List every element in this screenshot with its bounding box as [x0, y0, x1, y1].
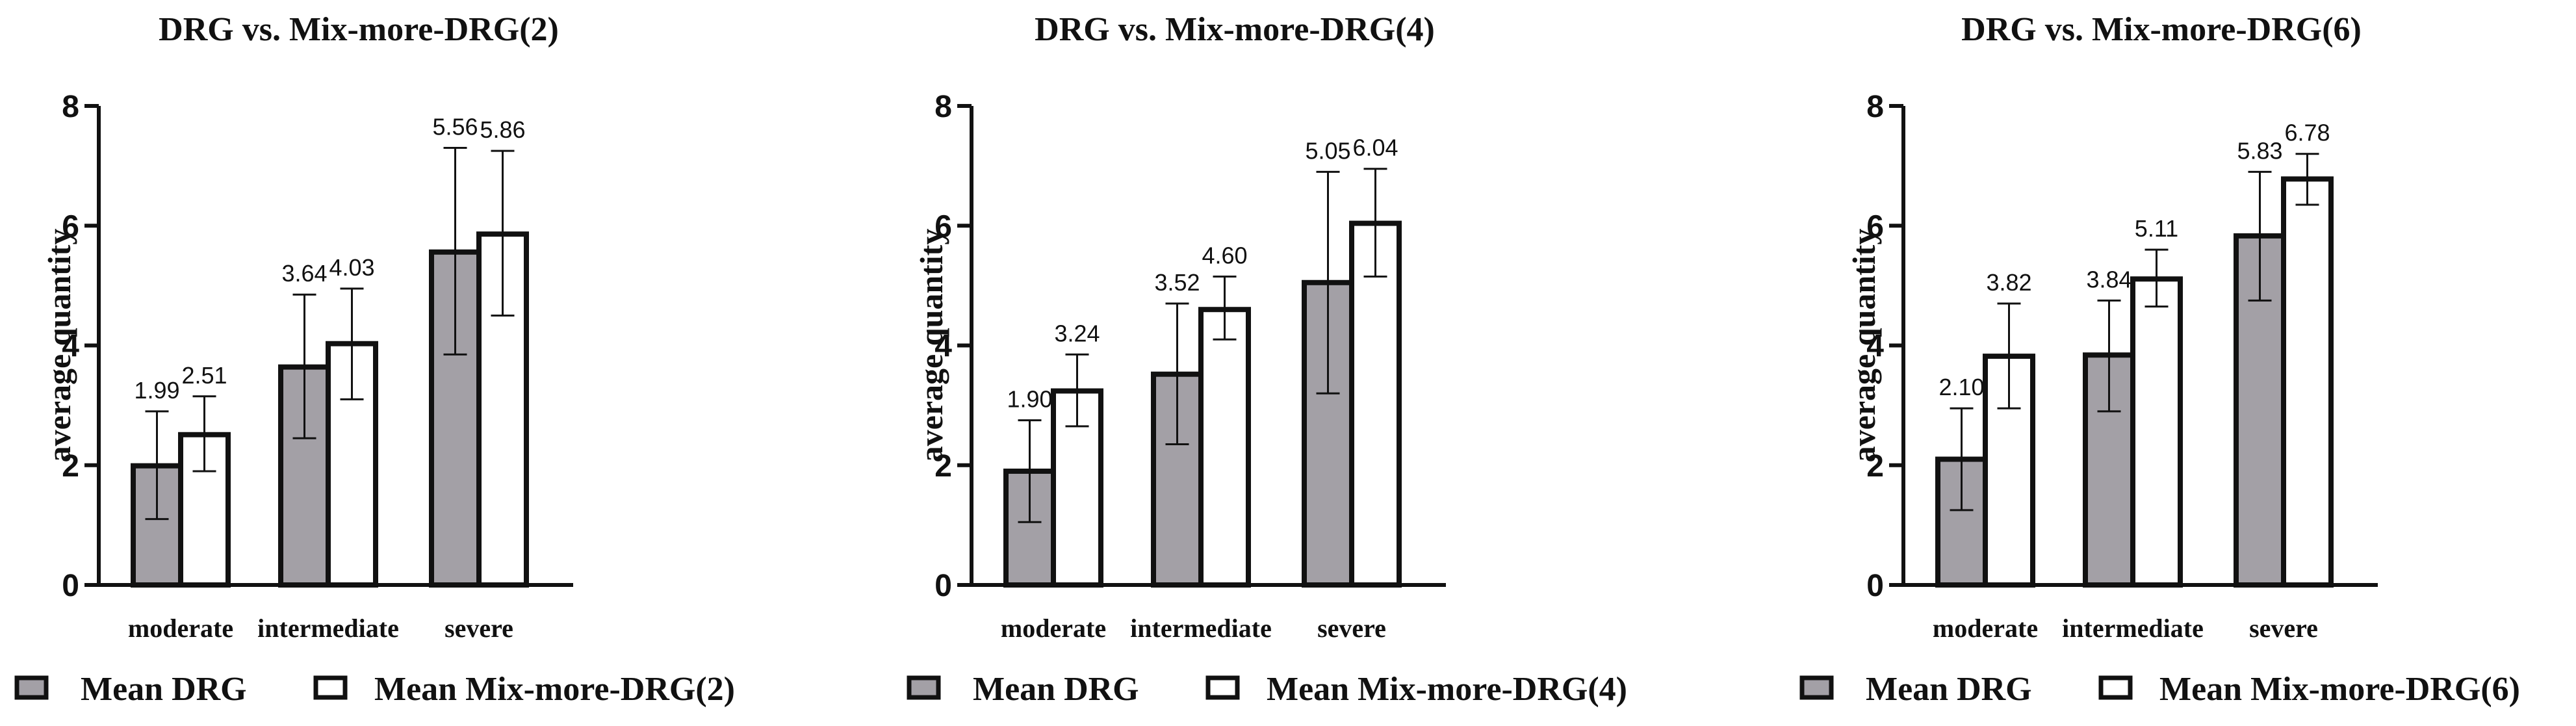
y-tick-label: 4 — [62, 330, 79, 364]
x-tick-label: severe — [1317, 614, 1386, 643]
data-label: 1.90 — [1007, 386, 1052, 413]
legend-swatch-mean-mix — [2098, 675, 2133, 700]
bar-mean-mix-severe — [1349, 220, 1402, 588]
bar-mean-mix-intermediate — [1198, 307, 1251, 588]
data-label: 1.99 — [134, 377, 179, 404]
legend: Mean DRG Mean Mix-more-DRG(2) — [14, 671, 735, 708]
chart-panel-2: DRG vs. Mix-more-DRG(4) average quantity 0… — [907, 11, 1627, 708]
y-tick-label: 6 — [1866, 209, 1884, 244]
data-label: 5.86 — [480, 116, 525, 143]
y-tick-label: 2 — [934, 449, 952, 484]
x-tick-label: moderate — [1001, 614, 1106, 643]
y-tick-label: 8 — [62, 90, 79, 124]
chart-title: DRG vs. Mix-more-DRG(2) — [159, 11, 559, 48]
y-tick-label: 2 — [1866, 449, 1884, 484]
data-label: 2.51 — [181, 362, 227, 389]
legend: Mean DRG Mean Mix-more-DRG(4) — [907, 671, 1627, 708]
legend-label-mean-drg: Mean DRG — [81, 671, 247, 708]
data-label: 3.64 — [281, 260, 327, 287]
x-tick-label: severe — [444, 614, 513, 643]
legend-swatch-mean-mix — [1205, 675, 1240, 700]
data-label: 6.78 — [2284, 120, 2330, 146]
y-tick-label: 4 — [934, 330, 952, 364]
data-label: 2.10 — [1938, 374, 1984, 400]
data-label: 4.03 — [329, 254, 374, 281]
y-tick-label: 0 — [934, 569, 952, 603]
legend-label-mean-mix: Mean Mix-more-DRG(4) — [1267, 671, 1627, 708]
y-tick-label: 8 — [934, 90, 952, 124]
y-tick-label: 0 — [62, 569, 79, 603]
x-tick-label: severe — [2249, 614, 2318, 643]
y-tick-label: 6 — [62, 209, 79, 244]
legend-label-mean-drg: Mean DRG — [1866, 671, 2032, 708]
chart-title: DRG vs. Mix-more-DRG(6) — [1961, 11, 2362, 48]
y-axis-label: average quantity — [1846, 229, 1882, 463]
bar-mean-mix-severe — [2281, 176, 2334, 588]
x-tick-label: intermediate — [1130, 614, 1272, 643]
data-label: 5.11 — [2135, 215, 2178, 242]
data-label: 5.56 — [432, 113, 478, 140]
legend-swatch-mean-drg — [907, 675, 941, 700]
x-tick-label: moderate — [128, 614, 233, 643]
legend-label-mean-mix: Mean Mix-more-DRG(6) — [2159, 671, 2520, 708]
data-label: 3.82 — [1986, 269, 2031, 296]
legend: Mean DRG Mean Mix-more-DRG(6) — [1799, 671, 2520, 708]
chart-panel-3: DRG vs. Mix-more-DRG(6) average quantity 0… — [1799, 11, 2520, 708]
data-label: 3.24 — [1054, 320, 1100, 346]
y-tick-label: 8 — [1866, 90, 1884, 124]
legend-swatch-mean-mix — [313, 675, 348, 700]
y-tick-label: 2 — [62, 449, 79, 484]
y-axis-label: average quantity — [41, 229, 77, 463]
y-tick-label: 0 — [1866, 569, 1884, 603]
y-tick-label: 6 — [934, 209, 952, 244]
chart-title: DRG vs. Mix-more-DRG(4) — [1035, 11, 1435, 48]
y-axis-label: average quantity — [913, 229, 949, 463]
data-label: 5.05 — [1305, 137, 1350, 164]
bar-mean-drg-intermediate — [278, 364, 331, 588]
data-label: 5.83 — [2237, 137, 2282, 164]
x-tick-label: intermediate — [2062, 614, 2204, 643]
data-label: 3.52 — [1154, 269, 1200, 296]
legend-label-mean-drg: Mean DRG — [973, 671, 1139, 708]
bar-mean-mix-intermediate — [2130, 276, 2183, 588]
data-label: 3.84 — [2086, 266, 2132, 292]
x-tick-label: intermediate — [257, 614, 399, 643]
legend-swatch-mean-drg — [1799, 675, 1834, 700]
x-tick-label: moderate — [1933, 614, 2038, 643]
chart-panel-1: DRG vs. Mix-more-DRG(2) average quantity 0… — [14, 11, 735, 708]
legend-swatch-mean-drg — [14, 675, 49, 700]
legend-label-mean-mix: Mean Mix-more-DRG(2) — [374, 671, 735, 708]
data-label: 6.04 — [1352, 135, 1398, 161]
y-tick-label: 4 — [1866, 330, 1884, 364]
data-label: 4.60 — [1202, 242, 1247, 269]
